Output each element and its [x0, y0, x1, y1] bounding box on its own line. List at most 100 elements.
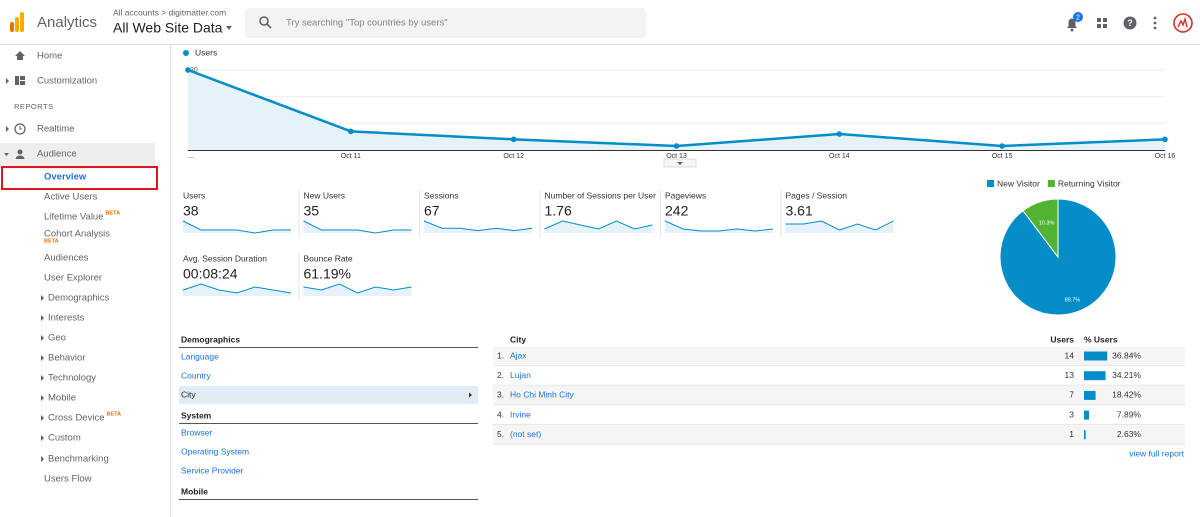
row-users: 7: [1069, 390, 1074, 400]
sidebar-item[interactable]: Benchmarking: [48, 454, 109, 465]
pie-label: 89.7%: [1065, 297, 1081, 303]
nav-item[interactable]: Operating System: [181, 446, 249, 456]
legend-label: Users: [195, 47, 217, 57]
legend-swatch: [1047, 180, 1055, 187]
search-icon: [259, 16, 272, 29]
view-dropdown-arrow[interactable]: [226, 26, 232, 30]
view-full-report[interactable]: view full report: [1129, 448, 1184, 458]
row-city[interactable]: Ho Chi Minh City: [510, 390, 575, 400]
expand-arrow: [41, 295, 44, 301]
demographics-nav: Demographics Language Country City System Bro…: [179, 334, 478, 500]
row-city[interactable]: (not set): [510, 429, 541, 439]
sparkline: [785, 220, 894, 231]
sidebar-item[interactable]: Custom: [48, 433, 81, 444]
sidebar-item[interactable]: Geo: [48, 333, 66, 344]
icon-clock: [14, 123, 26, 135]
help-button[interactable]: ?: [1123, 16, 1137, 30]
sidebar-item[interactable]: Demographics: [48, 293, 109, 304]
sparkline: [423, 220, 533, 232]
beta-badge: BETA: [44, 238, 59, 244]
expand-arrow: [41, 435, 44, 441]
data-point: [185, 67, 191, 73]
nav-item[interactable]: Service Provider: [181, 465, 244, 475]
account-avatar[interactable]: [1173, 13, 1193, 33]
chart-collapse-toggle[interactable]: [663, 158, 697, 168]
row-users: 1: [1069, 429, 1074, 439]
row-rank: 4.: [497, 409, 504, 419]
x-tick-label: Oct 14: [829, 153, 850, 160]
icon-shape: [19, 126, 22, 130]
nav-item[interactable]: Browser: [181, 427, 212, 437]
sidebar-item[interactable]: Mobile: [48, 393, 76, 404]
table-header: % Users: [1084, 334, 1118, 344]
sidebar-item[interactable]: Users Flow: [44, 474, 92, 485]
nav-selected-bg: [179, 386, 478, 404]
sparkline-area: [183, 221, 291, 233]
sidebar-item[interactable]: Home: [37, 51, 62, 62]
icon-custom: [15, 76, 25, 85]
sidebar-item[interactable]: Cohort Analysis: [44, 229, 110, 240]
row-users: 3: [1069, 409, 1074, 419]
sparkline: [182, 220, 291, 234]
sidebar-item[interactable]: Cross Device: [48, 413, 105, 424]
sidebar-item[interactable]: Customization: [37, 76, 97, 87]
apps-button[interactable]: [1097, 18, 1107, 28]
sidebar-item[interactable]: Behavior: [48, 353, 86, 364]
nav-item[interactable]: Language: [181, 351, 219, 361]
sparkline-area: [544, 221, 653, 233]
sidebar-item[interactable]: Active Users: [44, 192, 98, 203]
row-users: 13: [1065, 370, 1075, 380]
percent-bar: [1084, 410, 1089, 420]
notifications-button[interactable]: [1067, 12, 1083, 32]
row-city[interactable]: Irvine: [510, 409, 531, 419]
card-label: Pageviews: [665, 190, 706, 200]
data-point: [348, 128, 354, 135]
account-path[interactable]: All accounts > digitmatter.com: [113, 7, 226, 17]
users-area: [188, 70, 1165, 150]
data-point: [999, 143, 1005, 149]
sparkline-area: [785, 221, 894, 233]
sidebar-item[interactable]: Audience: [37, 149, 77, 160]
card-value: 38: [183, 203, 199, 219]
more-button[interactable]: [1153, 16, 1157, 30]
expand-arrow: [6, 126, 9, 132]
sparkline: [303, 220, 412, 234]
logo: [10, 12, 24, 32]
row-city[interactable]: Lujan: [510, 370, 531, 380]
row-percent: 36.84%: [1112, 350, 1141, 360]
nav-group-title: Demographics: [181, 334, 240, 344]
nav-item[interactable]: City: [181, 389, 196, 399]
nav-item[interactable]: Country: [181, 370, 212, 380]
nav-group-title: Mobile: [181, 486, 208, 496]
icon-shape: [15, 51, 25, 60]
legend-swatch: [987, 180, 994, 187]
sidebar-item[interactable]: User Explorer: [44, 273, 102, 284]
sparkline: [664, 220, 774, 232]
data-point: [510, 136, 517, 143]
notification-count: 2: [1076, 14, 1080, 21]
legend-label: Returning Visitor: [1058, 178, 1121, 188]
sidebar-item[interactable]: Overview: [44, 172, 87, 183]
row-rank: 3.: [497, 390, 504, 400]
search-box[interactable]: [245, 8, 646, 38]
card-value: 242: [665, 203, 689, 219]
beta-badge: BETA: [106, 210, 121, 216]
visitor-pie: New Visitor Returning Visitor 89.7% 10.3%: [987, 178, 1121, 316]
expand-arrow: [41, 355, 44, 361]
card-value: 00:08:24: [183, 266, 238, 282]
view-name[interactable]: All Web Site Data: [113, 20, 223, 36]
card-label: New Users: [304, 190, 346, 200]
row-city[interactable]: Ajax: [510, 350, 527, 360]
sidebar-item[interactable]: Audiences: [44, 253, 89, 264]
sidebar-item[interactable]: Interests: [48, 313, 85, 324]
expand-arrow: [41, 395, 44, 401]
data-point: [836, 131, 843, 137]
row-percent: 34.21%: [1112, 370, 1141, 380]
sidebar-item[interactable]: Lifetime Value: [44, 212, 104, 223]
sidebar-item[interactable]: Realtime: [37, 124, 75, 135]
sparkline: [182, 283, 292, 294]
expand-arrow: [4, 153, 9, 156]
highlight-box: [1, 166, 158, 190]
sidebar-item[interactable]: Technology: [48, 373, 96, 384]
